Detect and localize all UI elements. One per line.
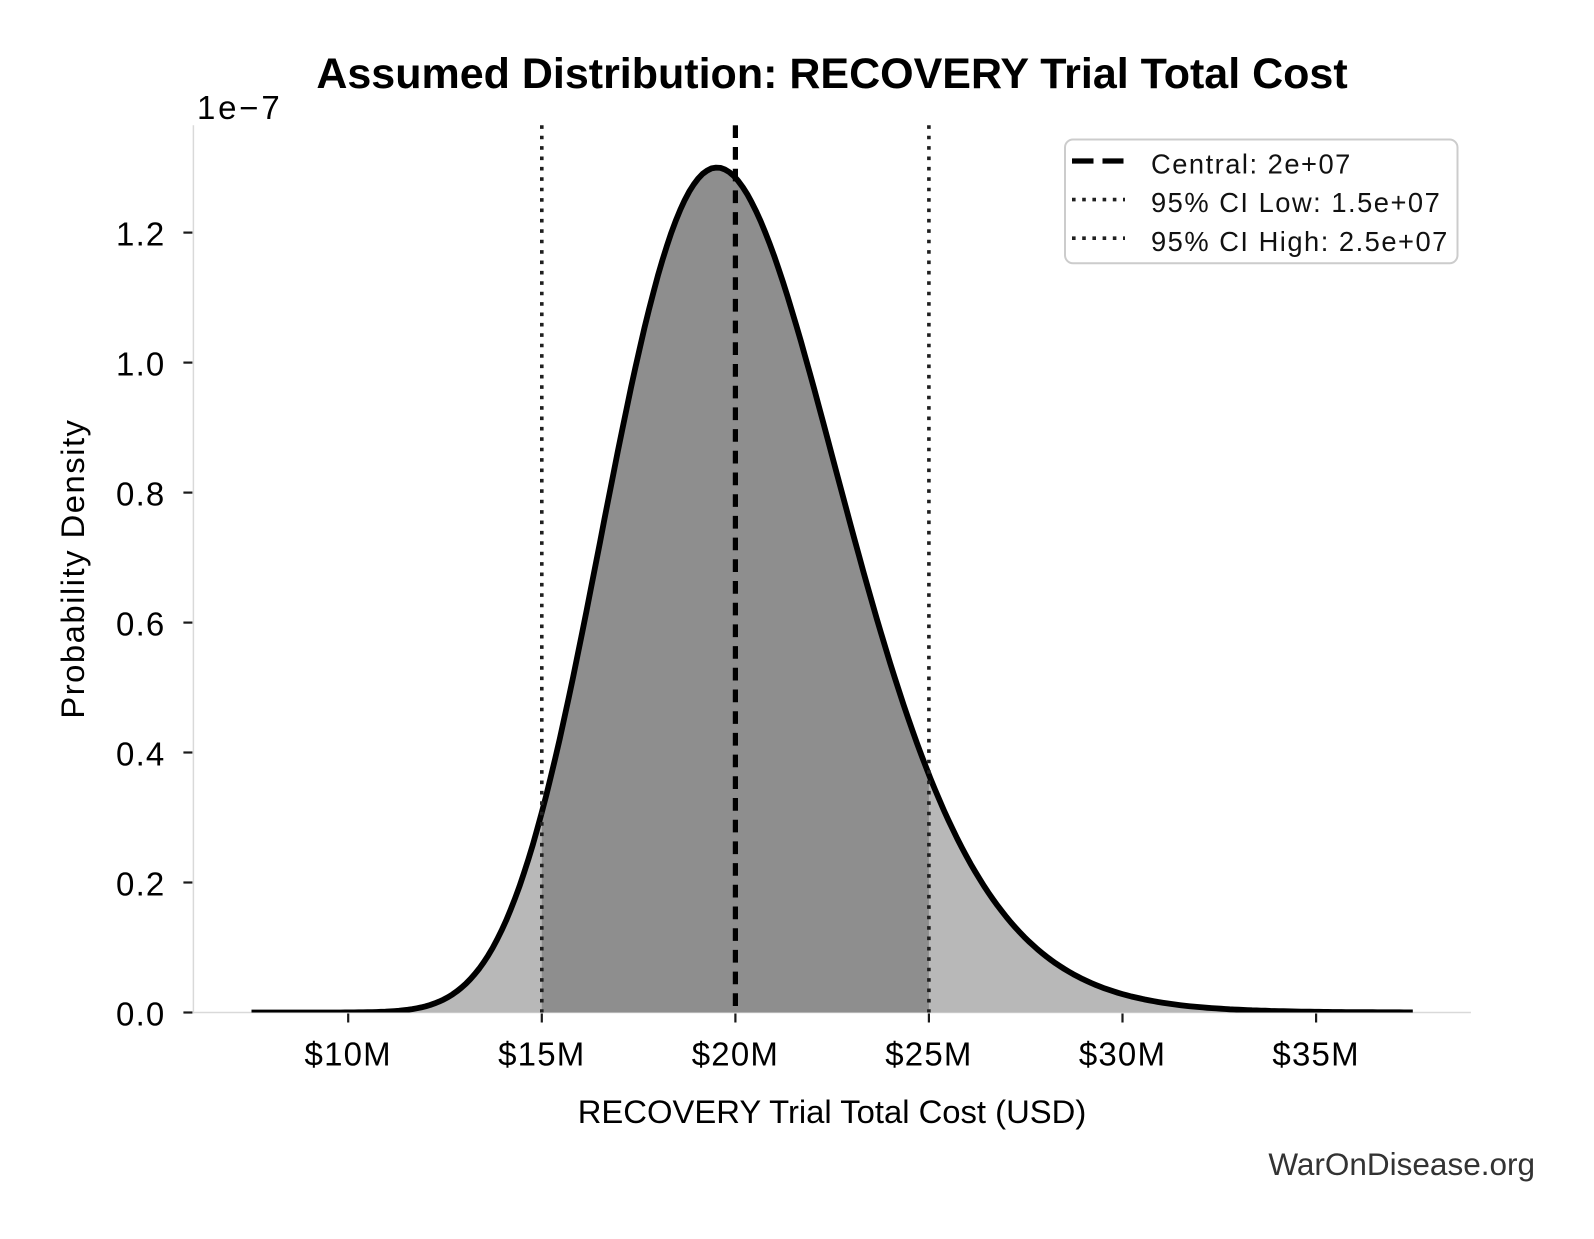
svg-text:0.4: 0.4 [116,736,165,773]
svg-text:WarOnDisease.org: WarOnDisease.org [1268,1146,1535,1182]
svg-text:Central: 2e+07: Central: 2e+07 [1151,149,1352,180]
svg-text:0.6: 0.6 [116,606,165,643]
svg-text:$20M: $20M [692,1035,779,1072]
svg-text:0.2: 0.2 [116,866,165,903]
svg-text:$30M: $30M [1079,1035,1166,1072]
svg-text:0.8: 0.8 [116,476,165,513]
svg-text:$15M: $15M [498,1035,585,1072]
svg-text:95% CI Low: 1.5e+07: 95% CI Low: 1.5e+07 [1151,187,1441,218]
svg-text:Probability Density: Probability Density [54,419,91,719]
svg-text:Assumed Distribution: RECOVERY: Assumed Distribution: RECOVERY Trial Tot… [316,50,1347,98]
svg-text:1.2: 1.2 [116,216,165,253]
svg-text:0.0: 0.0 [116,996,165,1033]
svg-text:95% CI High: 2.5e+07: 95% CI High: 2.5e+07 [1151,226,1449,257]
svg-text:1.0: 1.0 [116,346,165,383]
svg-text:$35M: $35M [1272,1035,1359,1072]
svg-text:RECOVERY Trial Total Cost (USD: RECOVERY Trial Total Cost (USD) [578,1093,1087,1130]
svg-text:$25M: $25M [885,1035,972,1072]
svg-text:1e−7: 1e−7 [197,89,283,126]
svg-text:$10M: $10M [305,1035,392,1072]
